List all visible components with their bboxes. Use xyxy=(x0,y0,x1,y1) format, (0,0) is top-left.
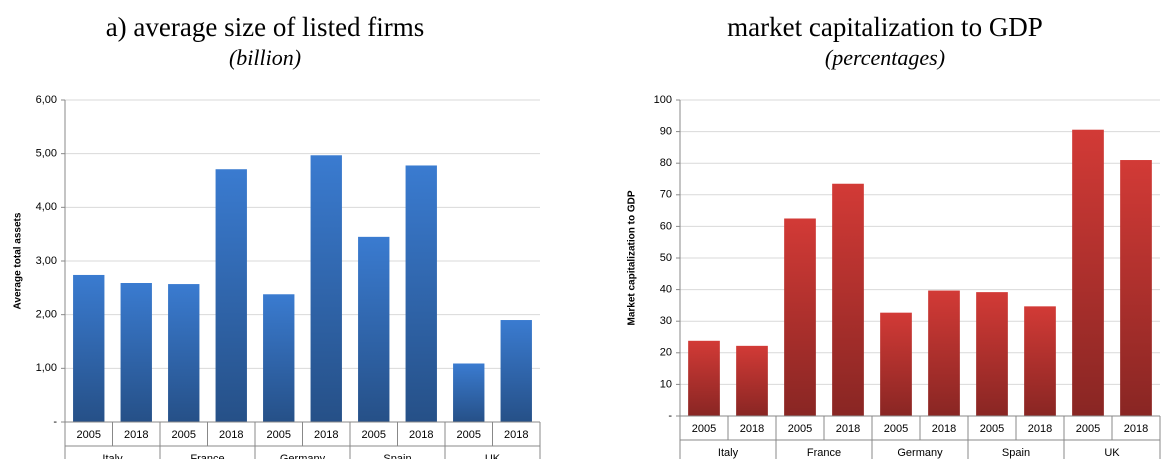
x-tick-label: 2005 xyxy=(788,423,812,435)
y-tick-label: 40 xyxy=(660,284,672,296)
chart-subtitle: (billion) xyxy=(229,45,301,70)
group-label: UK xyxy=(485,453,501,459)
y-tick-label: 50 xyxy=(660,252,672,264)
y-tick-label: 6,00 xyxy=(36,94,57,106)
group-label: Italy xyxy=(102,453,123,459)
y-tick-label: 10 xyxy=(660,378,672,390)
x-tick-label: 2018 xyxy=(504,429,528,441)
bar-shade xyxy=(358,236,390,422)
x-tick-label: 2005 xyxy=(362,429,386,441)
y-tick-label: 3,00 xyxy=(36,255,57,267)
bar-shade xyxy=(688,340,720,416)
chart-title: a) average size of listed firms xyxy=(106,12,425,42)
x-tick-label: 2005 xyxy=(77,429,101,441)
bar-shade xyxy=(784,218,816,416)
x-tick-label: 2005 xyxy=(884,423,908,435)
bar-shade xyxy=(263,294,295,422)
bar-shade xyxy=(976,292,1008,416)
group-label: France xyxy=(190,453,224,459)
x-tick-label: 2018 xyxy=(836,423,860,435)
chart-subtitle: (percentages) xyxy=(825,45,945,70)
bar-shade xyxy=(168,284,200,422)
x-tick-label: 2018 xyxy=(932,423,956,435)
group-label: Italy xyxy=(718,447,739,459)
bar-shade xyxy=(310,155,342,422)
y-tick-label: 1,00 xyxy=(36,362,57,374)
y-tick-label: 80 xyxy=(660,157,672,169)
x-tick-label: 2005 xyxy=(692,423,716,435)
bar-shade xyxy=(832,183,864,416)
bar-shade xyxy=(1024,306,1056,416)
group-label: Germany xyxy=(897,447,943,459)
group-label: Spain xyxy=(1002,447,1030,459)
x-tick-label: 2005 xyxy=(1076,423,1100,435)
x-tick-label: 2018 xyxy=(219,429,243,441)
x-tick-label: 2018 xyxy=(1124,423,1148,435)
y-tick-label: 90 xyxy=(660,126,672,138)
y-tick-label: 2,00 xyxy=(36,309,57,321)
bar-shade xyxy=(928,290,960,416)
chart-title: market capitalization to GDP xyxy=(727,12,1043,42)
y-tick-label: 100 xyxy=(654,94,672,106)
bar-shade xyxy=(736,345,768,416)
bar-shade xyxy=(453,363,485,422)
x-tick-label: 2018 xyxy=(314,429,338,441)
y-tick-label: - xyxy=(668,410,672,422)
bar-shade xyxy=(215,169,247,422)
bar-shade xyxy=(120,283,152,422)
bar-shade xyxy=(1072,129,1104,417)
group-label: Spain xyxy=(383,453,411,459)
bar-shade xyxy=(500,320,532,422)
bar-shade xyxy=(1120,160,1152,416)
bar-shade xyxy=(880,312,912,416)
x-tick-label: 2018 xyxy=(409,429,433,441)
x-tick-label: 2018 xyxy=(740,423,764,435)
group-label: France xyxy=(807,447,841,459)
bar-shade xyxy=(73,274,105,422)
y-tick-label: 30 xyxy=(660,315,672,327)
x-tick-label: 2005 xyxy=(980,423,1004,435)
group-label: Germany xyxy=(280,453,326,459)
y-tick-label: 20 xyxy=(660,347,672,359)
y-axis-label: Average total assets xyxy=(13,212,24,309)
y-tick-label: - xyxy=(53,416,57,428)
bar-shade xyxy=(405,165,437,422)
y-tick-label: 4,00 xyxy=(36,201,57,213)
y-axis-label: Market capitalization to GDP xyxy=(627,190,638,325)
x-tick-label: 2005 xyxy=(267,429,291,441)
y-tick-label: 60 xyxy=(660,220,672,232)
x-tick-label: 2005 xyxy=(457,429,481,441)
x-tick-label: 2018 xyxy=(124,429,148,441)
group-label: UK xyxy=(1104,447,1120,459)
x-tick-label: 2018 xyxy=(1028,423,1052,435)
y-tick-label: 5,00 xyxy=(36,148,57,160)
y-tick-label: 70 xyxy=(660,189,672,201)
x-tick-label: 2005 xyxy=(172,429,196,441)
